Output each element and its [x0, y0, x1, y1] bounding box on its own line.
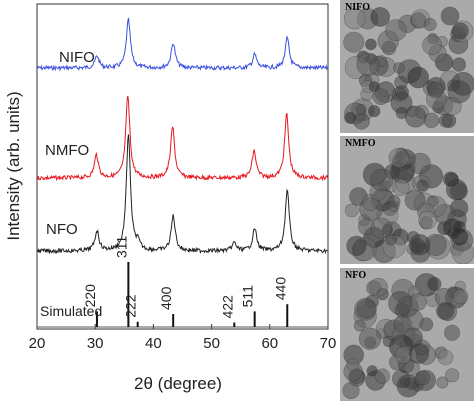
hkl-label: 511: [240, 285, 256, 308]
nanoparticle: [346, 235, 367, 256]
x-tick-label: 70: [320, 335, 337, 352]
nanoparticle: [342, 381, 360, 400]
nanoparticle: [437, 349, 454, 366]
nanoparticle: [346, 358, 359, 371]
plot-frame: [36, 3, 329, 330]
tem-label-nfo: NFO: [345, 270, 367, 281]
x-tick-label: 60: [261, 335, 278, 352]
nanoparticle: [353, 319, 366, 332]
nanoparticle: [344, 112, 357, 124]
hkl-label: 311: [113, 235, 129, 258]
nanoparticle: [396, 374, 420, 398]
nanoparticle: [418, 210, 437, 230]
series-label-nmfo: NMFO: [45, 142, 89, 159]
nanoparticle: [388, 290, 413, 316]
series-line-nfo: [36, 134, 328, 255]
x-tick-label: 40: [145, 335, 162, 352]
nanoparticle: [438, 113, 453, 128]
nanoparticle: [444, 324, 461, 341]
nanoparticle: [451, 22, 469, 40]
nanoparticle: [409, 152, 431, 175]
nanoparticle: [356, 299, 376, 319]
nanoparticle: [356, 52, 380, 76]
hkl-label: 220: [82, 284, 98, 308]
nanoparticle: [370, 168, 394, 192]
tem-image-nfo: [340, 268, 474, 401]
hkl-label: 400: [158, 286, 174, 310]
nanoparticle: [385, 233, 397, 246]
series-label-nfo: NFO: [46, 221, 78, 238]
nanoparticle: [416, 179, 429, 192]
hkl-label: 222: [123, 294, 139, 318]
nanoparticle: [436, 376, 449, 389]
x-axis-label: 2θ (degree): [134, 374, 222, 393]
nanoparticle: [423, 17, 437, 31]
nanoparticle: [368, 81, 380, 93]
nanoparticle: [415, 370, 431, 386]
x-tick-label: 30: [87, 335, 104, 352]
nanoparticle: [451, 71, 474, 96]
tem-panel-nifo: NIFO: [340, 0, 474, 133]
tem-label-nmfo: NMFO: [345, 138, 376, 149]
nanoparticle: [422, 35, 443, 56]
nanoparticle: [451, 57, 466, 72]
nanoparticle: [372, 88, 390, 106]
nanoparticle: [343, 7, 366, 30]
nanoparticle: [388, 194, 401, 208]
tem-image-nmfo: [340, 136, 474, 264]
tem-panel-nmfo: NMFO: [340, 136, 474, 264]
nanoparticle: [388, 147, 409, 169]
nanoparticle: [368, 105, 381, 118]
nanoparticle: [355, 104, 367, 115]
nanoparticle: [358, 327, 382, 350]
hkl-label: 422: [219, 295, 235, 319]
nanoparticle: [393, 62, 405, 74]
nanoparticle: [427, 81, 444, 99]
nanoparticle: [438, 302, 457, 322]
nanoparticle: [365, 38, 377, 51]
nanoparticle: [370, 217, 392, 239]
nanoparticle: [374, 368, 391, 384]
simulated-label: Simulated: [40, 303, 102, 319]
series-line-nifo: [36, 17, 328, 72]
nanoparticle: [344, 203, 359, 218]
y-axis-label: Intensity (arb. units): [4, 91, 23, 240]
nanoparticle: [452, 288, 469, 305]
xrd-chart: 20 30 40 50 60 70 NIFO NMFO NFO 220 311 222 400 422 51…: [4, 3, 337, 393]
x-tick-label: 20: [29, 335, 46, 352]
nanoparticle: [369, 277, 388, 297]
nanoparticle: [451, 228, 469, 246]
nanoparticle: [392, 178, 410, 196]
nanoparticle: [385, 19, 407, 42]
nanoparticle: [395, 107, 408, 120]
nanoparticle: [393, 315, 411, 333]
nanoparticle: [408, 343, 429, 364]
series-line-nmfo: [36, 95, 328, 182]
tem-panel-nfo: NFO: [340, 268, 474, 401]
hkl-label: 440: [272, 277, 288, 301]
nanoparticle: [370, 7, 391, 27]
tem-image-nifo: [340, 0, 474, 133]
nanoparticle: [423, 112, 440, 129]
nanoparticle: [427, 277, 442, 291]
nanoparticle: [407, 66, 429, 89]
xrd-content: 20 30 40 50 60 70 NIFO NMFO NFO 220 311 222 400 422 51…: [29, 17, 337, 352]
nanoparticle: [408, 234, 431, 256]
nanoparticle: [353, 113, 370, 130]
nanoparticle: [440, 6, 460, 26]
nanoparticle: [404, 189, 426, 211]
nanoparticle: [343, 31, 365, 53]
nanoparticle: [445, 178, 468, 201]
series-label-nifo: NIFO: [59, 49, 95, 66]
nanoparticle: [445, 368, 460, 383]
tem-label-nifo: NIFO: [345, 2, 370, 13]
x-tick-label: 50: [203, 335, 220, 352]
